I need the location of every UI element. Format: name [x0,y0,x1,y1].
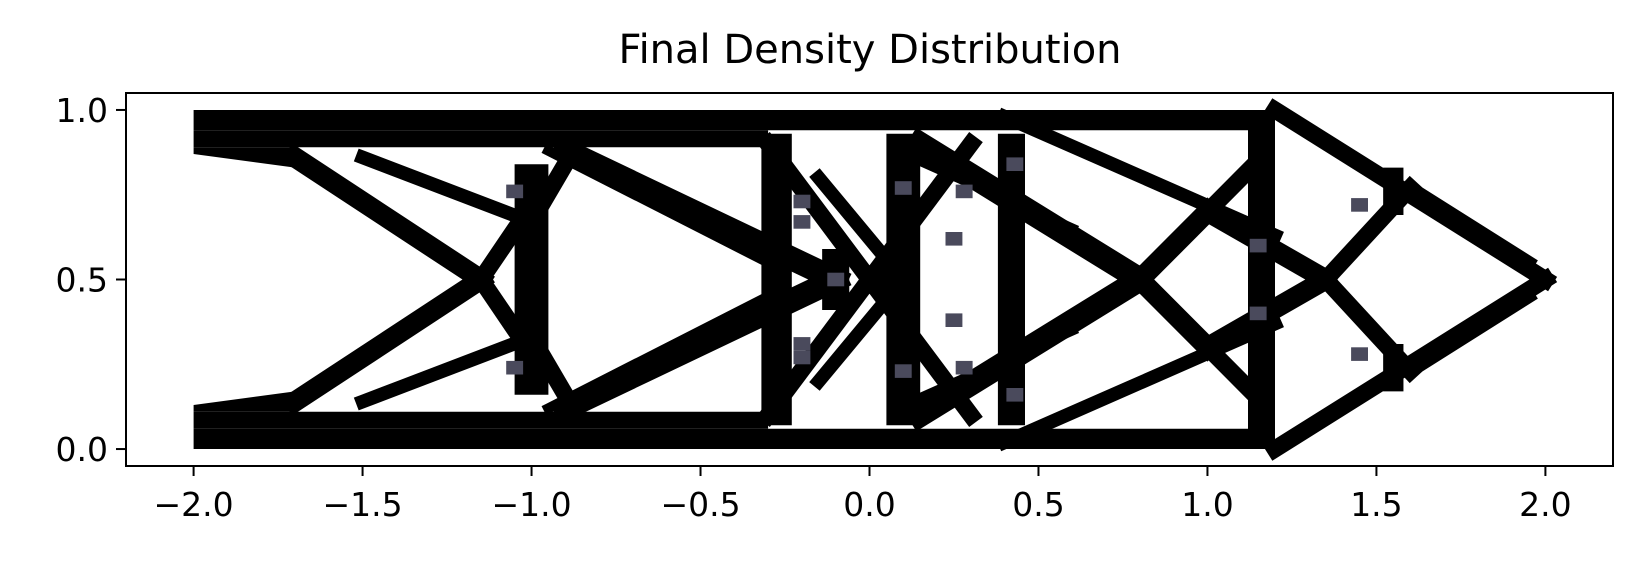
intermediate-density-cell [827,272,845,287]
intermediate-density-cell [1351,198,1368,212]
density-member-diag-4 [549,263,852,425]
density-region-vertical-right-a [997,133,1025,426]
y-tick-label: 0.0 [56,430,108,469]
density-region-top-chord [193,110,1276,131]
density-member-diag-left-upper-1 [280,143,495,294]
intermediate-density-cell [1351,347,1368,361]
density-member-diag-28 [1400,287,1538,381]
y-tick-label: 1.0 [56,91,108,130]
density-member-diag-left-lower-1 [280,265,495,416]
intermediate-density-cell [894,181,912,195]
density-member-diag-x1-a [469,193,544,292]
density-member-diag-22 [1195,335,1271,411]
y-axis: 0.0 0.5 1.0 [56,91,126,469]
x-tick-label: −0.5 [660,485,740,524]
x-tick-label: 2.0 [1519,485,1571,524]
density-region-bottom-chord-thick [193,411,769,429]
x-tick-label: 0.0 [843,485,895,524]
intermediate-density-cell [793,194,811,209]
density-region-top-chord-thick [193,130,769,148]
intermediate-density-cell [506,360,524,375]
y-tick-label: 0.5 [56,261,108,300]
density-member-diag-21 [1195,148,1271,224]
density-member-diag-left-upper-2 [353,148,541,231]
intermediate-density-cell [945,313,963,327]
density-member-diag-8 [756,132,983,427]
intermediate-density-cell [955,360,973,375]
density-member-diag-14 [913,323,1080,405]
density-member-diag-13 [913,154,1080,236]
x-tick-label: −1.5 [322,485,402,524]
density-member-diag-16 [1125,265,1222,362]
x-tick-label: 1.5 [1350,485,1402,524]
density-member-diag-left-lower-2 [353,328,541,411]
chart-title: Final Density Distribution [618,27,1121,73]
density-member-diag-1 [519,325,577,407]
x-tick-label: −2.0 [154,485,234,524]
density-member-diag-5 [541,289,775,416]
intermediate-density-cell [1249,238,1267,253]
intermediate-density-cell [1249,306,1267,321]
x-axis: −2.0 −1.5 −1.0 −0.5 0.0 0.5 1.0 1.5 2.0 [154,466,1572,524]
density-region-vertical-mid-a [761,133,792,426]
x-tick-label: 0.5 [1012,485,1064,524]
density-member-diag-3 [549,134,852,296]
density-region-bottom-chord [193,428,1276,449]
intermediate-density-cell [793,215,811,229]
intermediate-density-cell [1006,388,1024,402]
density-member-diag-27 [1400,178,1538,272]
intermediate-density-cell [793,350,811,365]
x-tick-label: −1.0 [491,485,571,524]
density-member-diag-2 [519,152,577,234]
intermediate-density-cell [506,184,524,199]
intermediate-density-cell [793,337,811,351]
intermediate-density-cell [945,232,963,246]
density-member-diag-x1-b [469,267,544,366]
density-member-diag-6 [541,143,775,270]
density-region-bottom-left-corner [193,391,295,412]
intermediate-density-cell [955,184,973,199]
density-region-vertical-right-b [1248,110,1275,449]
x-tick-label: 1.0 [1181,485,1233,524]
density-region-top-left-corner [193,147,295,168]
plot-area [193,98,1558,461]
density-member-diag-15 [1125,197,1222,294]
intermediate-density-cell [894,364,912,378]
intermediate-density-cell [1006,157,1024,171]
